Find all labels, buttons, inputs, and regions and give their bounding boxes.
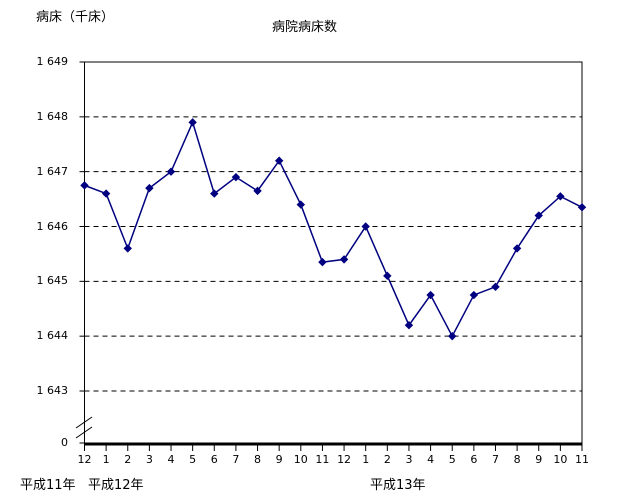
axis-break-icon	[75, 426, 93, 439]
data-point-marker	[556, 192, 565, 201]
data-point-marker	[534, 211, 543, 220]
data-point-marker	[383, 271, 392, 281]
x-tick-label: 1	[362, 453, 370, 466]
data-point-marker	[512, 244, 522, 253]
data-point-marker	[491, 282, 500, 292]
x-tick-label: 11	[575, 453, 589, 466]
x-tick-label: 3	[145, 453, 153, 466]
era-label: 平成13年	[370, 478, 426, 493]
x-tick-label: 7	[491, 453, 499, 466]
y-tick-label: 1 643	[36, 384, 69, 397]
data-point-marker	[577, 203, 587, 212]
x-tick-label: 11	[315, 453, 330, 466]
data-point-marker	[469, 290, 479, 300]
x-tick-label: 8	[254, 453, 262, 466]
y-tick-label: 0	[61, 436, 68, 449]
era-label: 平成12年	[88, 478, 144, 493]
x-tick-label: 10	[553, 453, 568, 466]
x-tick-label: 8	[513, 453, 521, 466]
x-tick-label: 6	[470, 453, 478, 466]
x-tick-label: 1	[102, 453, 110, 466]
y-tick-label: 1 648	[36, 109, 69, 123]
y-tick-label: 1 644	[36, 329, 69, 343]
data-point-marker	[145, 183, 154, 193]
chart-title: 病院病床数	[271, 20, 337, 35]
x-tick-label: 12	[77, 453, 92, 466]
data-point-marker	[101, 189, 111, 198]
x-tick-label: 10	[293, 453, 308, 466]
data-point-marker	[253, 186, 262, 196]
x-tick-label: 2	[383, 453, 391, 466]
data-point-marker	[339, 255, 349, 264]
data-point-marker	[80, 181, 89, 190]
data-point-marker	[426, 290, 435, 300]
x-tick-label: 5	[448, 453, 456, 466]
x-tick-label: 9	[535, 453, 543, 466]
data-point-marker	[231, 172, 241, 182]
data-point-marker	[166, 167, 176, 176]
axis-break-icon	[75, 416, 93, 429]
data-point-marker	[361, 222, 370, 231]
y-tick-label: 1 647	[36, 164, 69, 178]
x-tick-label: 4	[427, 453, 435, 466]
y-tick-label: 1 645	[36, 274, 69, 288]
plot-border	[84, 61, 583, 444]
y-tick-label: 1 646	[36, 219, 69, 233]
x-tick-label: 2	[124, 453, 132, 466]
x-tick-label: 5	[189, 453, 197, 466]
data-point-marker	[448, 331, 457, 341]
data-point-marker	[123, 244, 132, 253]
x-tick-label: 7	[232, 453, 240, 466]
y-axis-unit-label: 病床（千床）	[36, 10, 115, 25]
data-series-line	[84, 120, 583, 338]
data-point-marker	[296, 200, 306, 209]
x-tick-label: 9	[275, 453, 283, 466]
data-point-marker	[274, 156, 284, 165]
data-point-marker	[318, 257, 327, 267]
x-tick-label: 12	[337, 453, 352, 466]
x-tick-label: 3	[405, 453, 413, 466]
data-point-marker	[404, 320, 414, 330]
data-point-marker	[188, 118, 197, 127]
era-label: 平成11年	[20, 478, 76, 493]
y-tick-label: 1 649	[36, 55, 69, 68]
x-tick-label: 6	[210, 453, 218, 466]
x-tick-label: 4	[167, 453, 175, 466]
data-point-marker	[210, 189, 219, 198]
